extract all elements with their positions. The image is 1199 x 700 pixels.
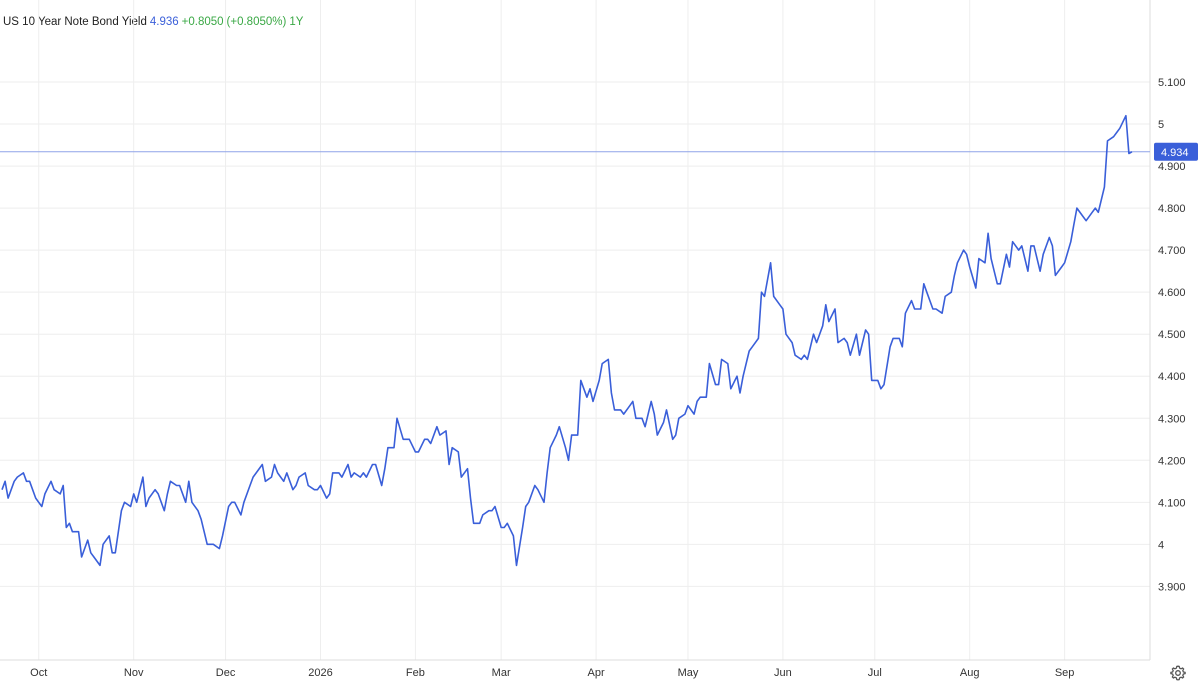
y-tick-label: 4.200: [1158, 455, 1186, 467]
price-tag-label: 4.934: [1161, 147, 1189, 159]
y-tick-label: 5: [1158, 119, 1164, 131]
last-price-tag: 4.934: [1154, 142, 1198, 161]
y-tick-label: 4.600: [1158, 287, 1186, 299]
settings-button[interactable]: [1169, 664, 1187, 682]
y-tick-label: 4.400: [1158, 371, 1186, 383]
y-axis: 3.900 4 4.100 4.200 4.300 4.400 4.500 4.600 4.70…: [1158, 77, 1186, 593]
y-tick-label: 4.900: [1158, 161, 1186, 173]
x-tick-label: Jun: [774, 667, 792, 679]
current-price: 4.936: [149, 16, 179, 28]
y-tick-label: 4.500: [1158, 329, 1186, 341]
y-tick-label: 4.800: [1158, 203, 1186, 215]
x-tick-label: Jul: [868, 667, 882, 679]
period-label[interactable]: 1Y: [289, 16, 304, 28]
price-change-percent: (+0.8050%): [226, 16, 287, 28]
price-change: +0.8050: [181, 16, 224, 28]
x-tick-label: Feb: [406, 667, 425, 679]
x-tick-label: Apr: [588, 667, 605, 679]
x-tick-label: Mar: [492, 667, 511, 679]
y-tick-label: 5.100: [1158, 77, 1186, 89]
y-tick-label: 4.300: [1158, 413, 1186, 425]
y-tick-label: 4: [1158, 539, 1164, 551]
x-tick-label: Oct: [30, 667, 47, 679]
x-tick-label: Dec: [216, 667, 236, 679]
grid: [0, 0, 1151, 660]
x-axis: Oct Nov Dec 2026 Feb Mar Apr May Jun Jul Aug Sep: [30, 667, 1074, 679]
x-tick-label: Nov: [124, 667, 144, 679]
x-tick-label: Sep: [1055, 667, 1075, 679]
gear-icon: [1170, 665, 1186, 681]
series-line: [1, 114, 1133, 567]
x-tick-label: 2026: [308, 667, 332, 679]
y-tick-label: 4.700: [1158, 245, 1186, 257]
y-tick-label: 4.100: [1158, 497, 1186, 509]
price-tag-bg: [1154, 142, 1198, 161]
x-tick-label: May: [678, 667, 699, 679]
x-tick-label: Aug: [960, 667, 980, 679]
y-tick-label: 3.900: [1158, 581, 1186, 593]
